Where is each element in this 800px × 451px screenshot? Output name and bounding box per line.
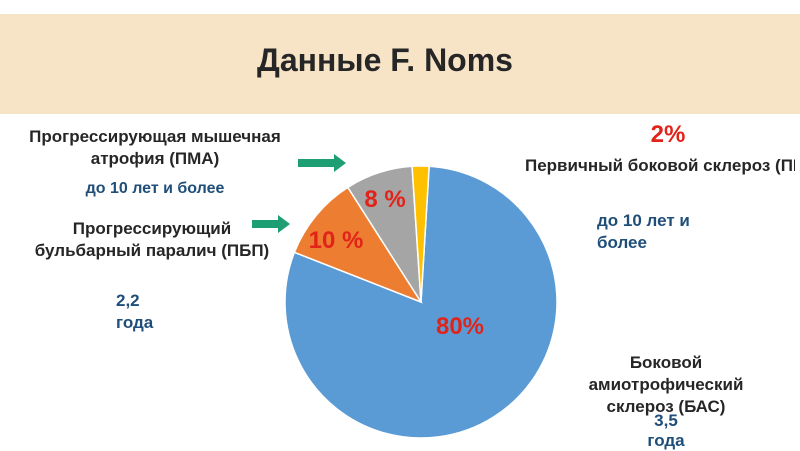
title-banner	[0, 14, 800, 114]
data-label-pbs: 2%	[651, 121, 686, 148]
pbs-name-label: Первичный боковой склероз (ПБС)	[525, 156, 795, 175]
pie-slice-pbp	[293, 186, 423, 304]
bas-name-label: Боковой амиотрофический склероз (БАС)	[588, 353, 744, 416]
pma-name-label: Прогрессирующая мышечная атрофия (ПМА)	[29, 127, 281, 168]
pbp-name-label: Прогрессирующий бульбарный паралич (ПБП)	[34, 219, 270, 260]
arrow-right-icon	[298, 154, 346, 172]
data-label-bas: 80%	[436, 313, 484, 340]
data-label-pma: 8 %	[364, 186, 405, 213]
data-label-pbp: 10 %	[309, 227, 364, 254]
pbs-duration-label: до 10 лет и более	[597, 211, 690, 252]
bas-duration-label: 3,5 года	[647, 411, 685, 450]
slide-title: Данные F. Noms	[257, 42, 513, 78]
pma-duration-label: до 10 лет и более	[85, 180, 225, 197]
arrow-right-icon	[252, 215, 290, 233]
pbp-duration-label: 2,2 года	[116, 291, 154, 332]
pie-slice-pbs	[411, 165, 430, 303]
